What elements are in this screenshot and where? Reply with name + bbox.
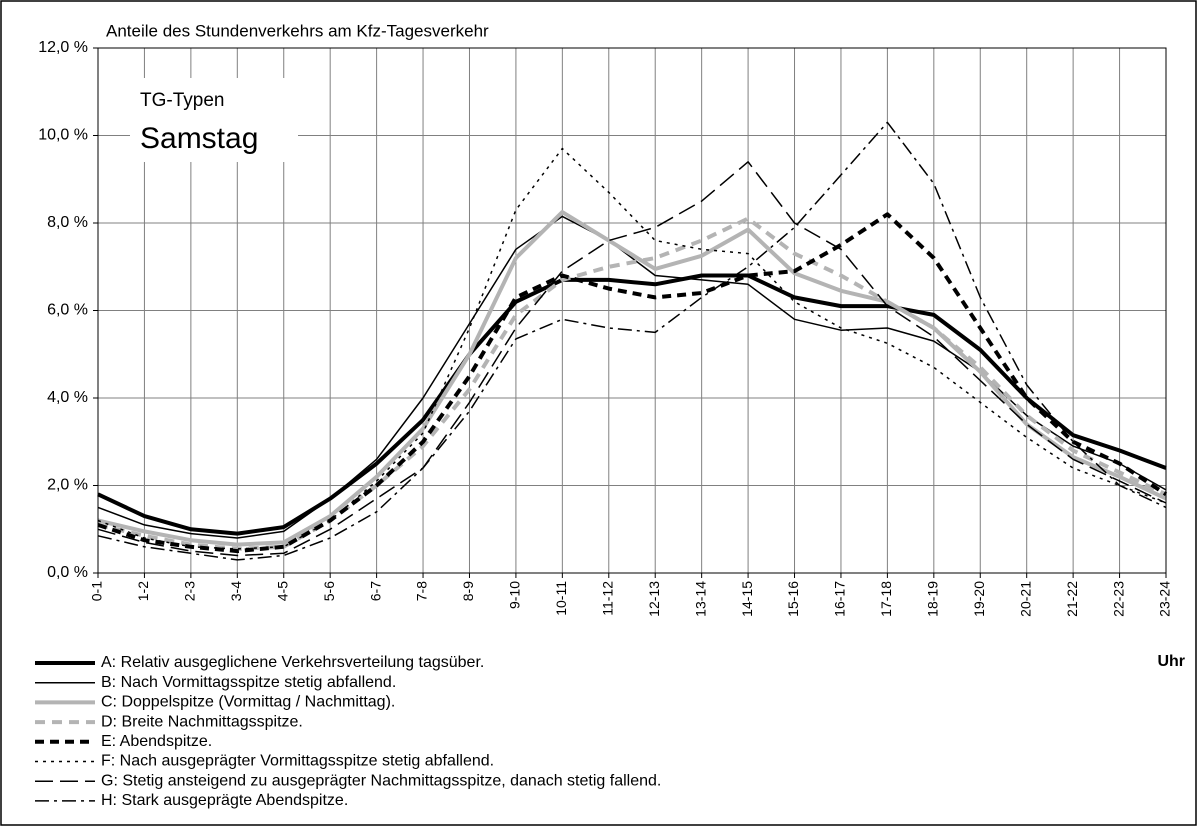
x-tick-label: 12-13 — [646, 581, 662, 617]
x-tick-label: 11-12 — [599, 581, 615, 616]
series-line — [97, 216, 1167, 551]
series-line — [97, 273, 1167, 536]
x-tick-label: 6-7 — [367, 581, 383, 601]
series-line — [97, 161, 1167, 557]
x-tick-label: 9-10 — [507, 581, 523, 609]
x-tick-label: 3-4 — [228, 581, 244, 601]
y-tick-label: 8,0 % — [47, 214, 88, 231]
plot-border — [97, 47, 1167, 574]
y-tick-label: 12,0 % — [38, 39, 88, 56]
box-title: TG-Typen — [140, 90, 224, 111]
x-tick-label: 5-6 — [321, 581, 337, 601]
x-tick-label: 20-21 — [1017, 581, 1033, 617]
legend-label: H: Stark ausgeprägte Abendspitze. — [101, 792, 348, 809]
legend-label: B: Nach Vormittagsspitze stetig abfallen… — [101, 674, 396, 691]
x-tick-label: 18-19 — [925, 581, 941, 617]
chart-title: Anteile des Stundenverkehrs am Kfz-Tages… — [106, 21, 489, 40]
y-tick-label: 0,0 % — [47, 564, 88, 581]
series-line — [97, 121, 1167, 561]
y-tick-label: 6,0 % — [47, 302, 88, 319]
x-tick-label: 19-20 — [971, 581, 987, 617]
type-box — [130, 78, 298, 162]
x-tick-label: 7-8 — [414, 581, 430, 601]
x-tick-label: 10-11 — [553, 581, 569, 616]
lines — [97, 121, 1168, 561]
x-tick-label: 8-9 — [460, 581, 476, 601]
x-tick-label: 1-2 — [135, 581, 151, 601]
legend-label: A: Relativ ausgeglichene Verkehrsverteil… — [101, 654, 484, 671]
legend-label: F: Nach ausgeprägter Vormittagsspitze st… — [101, 753, 494, 770]
legend-label: D: Breite Nachmittagsspitze. — [101, 713, 303, 730]
legend-label: G: Stetig ansteigend zu ausgeprägter Nac… — [101, 772, 661, 789]
y-tick-label: 4,0 % — [47, 389, 88, 406]
x-tick-label: 16-17 — [832, 581, 848, 617]
x-tick-label: 13-14 — [692, 581, 708, 617]
x-axis-label: Uhr — [1157, 653, 1185, 670]
x-tick-label: 2-3 — [182, 581, 198, 601]
legend-label: E: Abendspitze. — [101, 733, 212, 750]
x-tick-label: 15-16 — [785, 581, 801, 617]
series-line — [97, 147, 1167, 550]
legend-label: C: Doppelspitze (Vormittag / Nachmittag)… — [101, 694, 395, 711]
y-tick-label: 10,0 % — [38, 127, 88, 144]
x-tick-label: 22-23 — [1110, 581, 1126, 617]
series-line — [97, 212, 1168, 554]
x-tick-label: 14-15 — [739, 581, 755, 617]
x-tick-label: 17-18 — [878, 581, 894, 617]
x-tick-label: 4-5 — [274, 581, 290, 601]
x-tick-label: 21-22 — [1064, 581, 1080, 617]
x-tick-label: 23-24 — [1157, 581, 1173, 617]
box-subtitle: Samstag — [140, 122, 258, 155]
y-tick-label: 2,0 % — [47, 477, 88, 494]
x-tick-label: 0-1 — [89, 581, 105, 601]
series-line — [97, 210, 1167, 547]
